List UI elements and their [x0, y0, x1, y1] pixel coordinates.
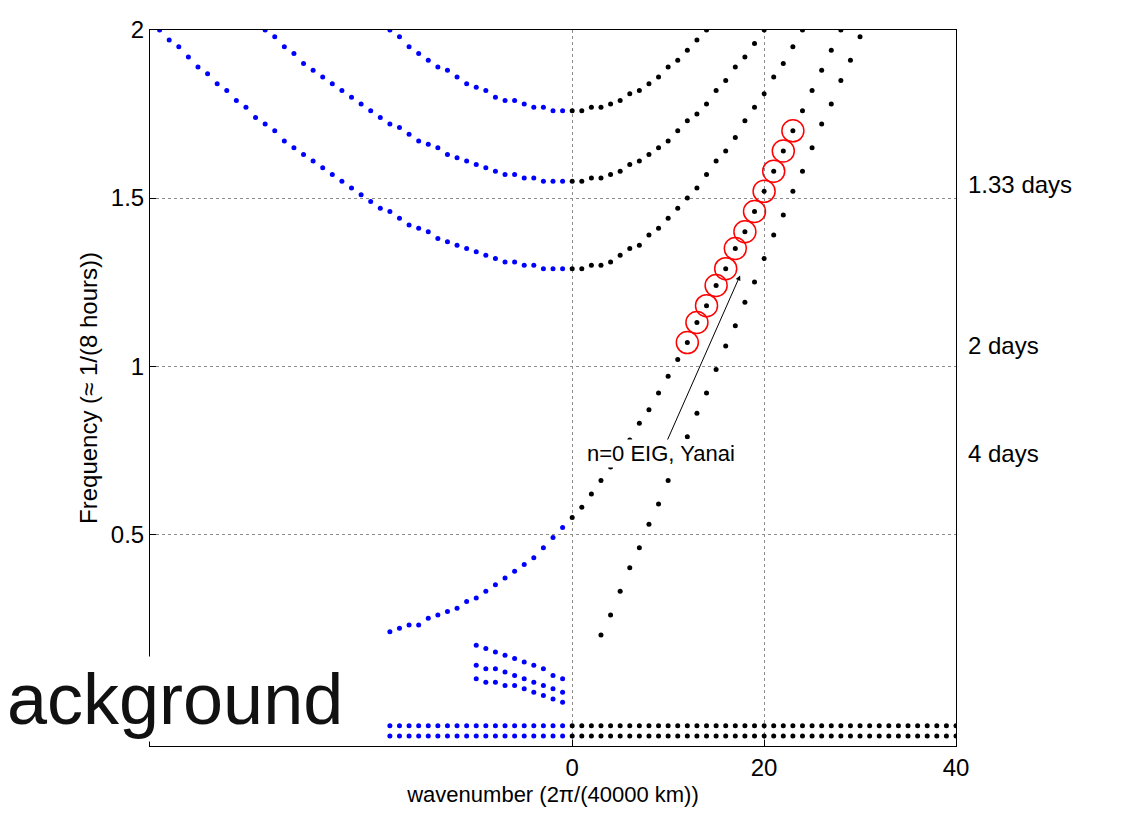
svg-text:0: 0 — [566, 754, 579, 781]
svg-text:1: 1 — [131, 353, 144, 380]
svg-text:4 days: 4 days — [968, 440, 1039, 467]
svg-text:20: 20 — [751, 754, 778, 781]
svg-text:wavenumber (2π/(40000 km)): wavenumber (2π/(40000 km)) — [406, 782, 699, 807]
svg-text:2: 2 — [131, 16, 144, 43]
svg-text:40: 40 — [943, 754, 970, 781]
svg-text:1.33 days: 1.33 days — [968, 171, 1072, 198]
svg-text:0.5: 0.5 — [111, 521, 144, 548]
svg-text:1.5: 1.5 — [111, 184, 144, 211]
svg-text:n=0 EIG, Yanai: n=0 EIG, Yanai — [587, 441, 735, 466]
svg-text:Frequency (≈ 1/(8 hours)): Frequency (≈ 1/(8 hours)) — [75, 252, 102, 524]
svg-text:ackground: ackground — [7, 659, 343, 739]
svg-text:2 days: 2 days — [968, 332, 1039, 359]
